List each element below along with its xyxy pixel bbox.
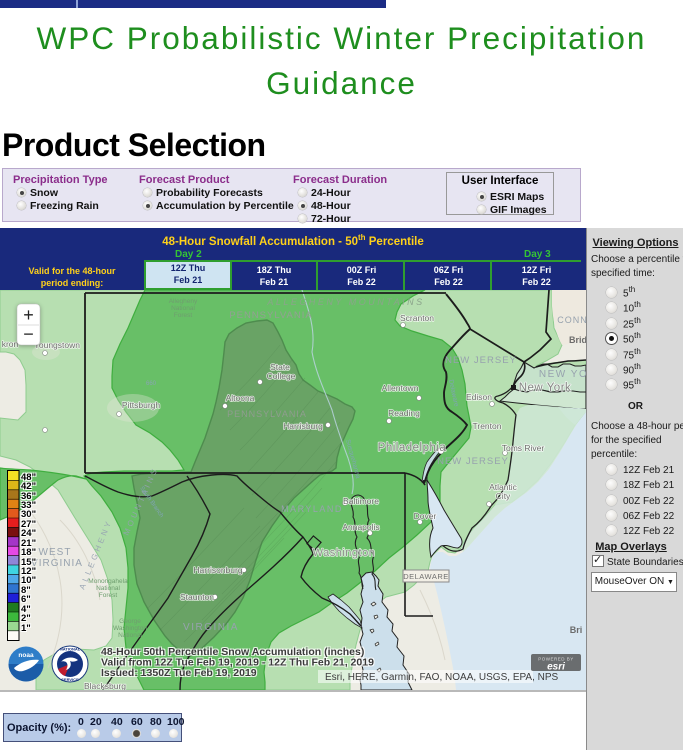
svg-text:12": 12" — [21, 566, 36, 577]
svg-text:Baltimore: Baltimore — [343, 496, 379, 506]
svg-text:noaa: noaa — [18, 652, 34, 659]
svg-text:33": 33" — [21, 500, 36, 511]
svg-text:42": 42" — [21, 481, 36, 492]
svg-text:PENNSYLVANIA: PENNSYLVANIA — [229, 310, 312, 321]
svg-text:VIRGINIA: VIRGINIA — [183, 622, 239, 633]
svg-text:Philadelphia: Philadelphia — [378, 442, 447, 454]
svg-text:Esri, HERE, Garmin, FAO, NOAA,: Esri, HERE, Garmin, FAO, NOAA, USGS, EPA… — [325, 672, 559, 683]
svg-text:Brid: Brid — [569, 335, 586, 345]
svg-text:Valid from 12Z Tue Feb 19, 201: Valid from 12Z Tue Feb 19, 2019 - 12Z Th… — [101, 657, 374, 669]
svg-text:36": 36" — [21, 491, 36, 502]
svg-text:National: National — [96, 585, 120, 592]
svg-text:State: State — [270, 362, 290, 372]
svg-text:Reading: Reading — [388, 408, 420, 418]
svg-text:Staunton: Staunton — [180, 592, 214, 602]
svg-text:Harrisburg: Harrisburg — [283, 421, 323, 431]
svg-text:15": 15" — [21, 557, 36, 568]
svg-text:27": 27" — [21, 519, 36, 530]
svg-text:Allentown: Allentown — [382, 383, 419, 393]
svg-text:CONNE: CONNE — [557, 315, 586, 325]
svg-text:−: − — [23, 324, 34, 344]
svg-text:Washington: Washington — [113, 625, 147, 632]
svg-text:1": 1" — [21, 623, 31, 634]
svg-text:24": 24" — [21, 528, 36, 539]
svg-text:48-Hour 50th Percentile Snow A: 48-Hour 50th Percentile Snow Accumulatio… — [101, 646, 364, 658]
svg-text:Harrisonburg: Harrisonburg — [193, 565, 242, 575]
svg-text:City: City — [496, 491, 511, 501]
svg-text:Pittsburgh: Pittsburgh — [122, 400, 161, 410]
svg-text:10": 10" — [21, 575, 36, 586]
svg-text:WEST: WEST — [39, 547, 72, 558]
svg-text:Annapolis: Annapolis — [342, 522, 379, 532]
svg-text:DELAWARE: DELAWARE — [403, 572, 449, 581]
svg-text:2": 2" — [21, 613, 31, 624]
svg-text:21": 21" — [21, 538, 36, 549]
svg-text:Toms River: Toms River — [502, 443, 545, 453]
svg-text:New York: New York — [519, 382, 572, 394]
svg-text:ALLEGHENY MOUNTAINS: ALLEGHENY MOUNTAINS — [266, 297, 424, 307]
svg-text:4": 4" — [21, 604, 31, 615]
svg-text:POWERED BY: POWERED BY — [538, 657, 574, 662]
svg-text:College: College — [267, 371, 296, 381]
svg-text:esri: esri — [547, 662, 565, 673]
svg-text:48": 48" — [21, 472, 36, 483]
svg-text:George: George — [119, 618, 141, 625]
svg-text:Bri: Bri — [570, 625, 583, 635]
svg-text:SERVICE: SERVICE — [61, 677, 79, 682]
svg-text:National: National — [171, 305, 195, 312]
svg-text:8": 8" — [21, 585, 31, 596]
svg-text:18": 18" — [21, 547, 36, 558]
svg-text:Altoona: Altoona — [226, 393, 255, 403]
svg-text:Issued: 1350Z Tue Feb 19, 2019: Issued: 1350Z Tue Feb 19, 2019 — [101, 667, 257, 679]
svg-text:Allegheny: Allegheny — [169, 298, 198, 305]
svg-text:Edison: Edison — [466, 392, 492, 402]
svg-text:PENNSYLVANIA: PENNSYLVANIA — [227, 409, 307, 419]
svg-text:Atlantic: Atlantic — [489, 482, 518, 492]
svg-text:VIRGINIA: VIRGINIA — [31, 558, 83, 569]
svg-text:National: National — [118, 632, 142, 639]
svg-text:Monongahela: Monongahela — [88, 578, 128, 585]
svg-text:kron: kron — [2, 339, 19, 349]
svg-text:30": 30" — [21, 509, 36, 520]
svg-text:NEW JERSEY: NEW JERSEY — [445, 355, 517, 366]
svg-text:NEW YORK: NEW YORK — [539, 369, 586, 380]
svg-text:Dover: Dover — [414, 511, 437, 521]
svg-text:NEW JERSEY: NEW JERSEY — [437, 456, 509, 467]
svg-text:Trenton: Trenton — [473, 421, 502, 431]
svg-text:NATIONAL: NATIONAL — [60, 647, 81, 652]
svg-text:Blacksburg: Blacksburg — [84, 681, 126, 690]
svg-text:660: 660 — [146, 381, 157, 387]
svg-text:MARYLAND: MARYLAND — [281, 504, 343, 514]
svg-text:Washington: Washington — [313, 547, 376, 559]
svg-text:Scranton: Scranton — [400, 313, 434, 323]
svg-text:Youngstown: Youngstown — [34, 340, 80, 350]
svg-text:6": 6" — [21, 594, 31, 605]
svg-text:Forest: Forest — [99, 592, 118, 599]
svg-text:+: + — [23, 305, 34, 325]
svg-text:Forest: Forest — [174, 312, 193, 319]
